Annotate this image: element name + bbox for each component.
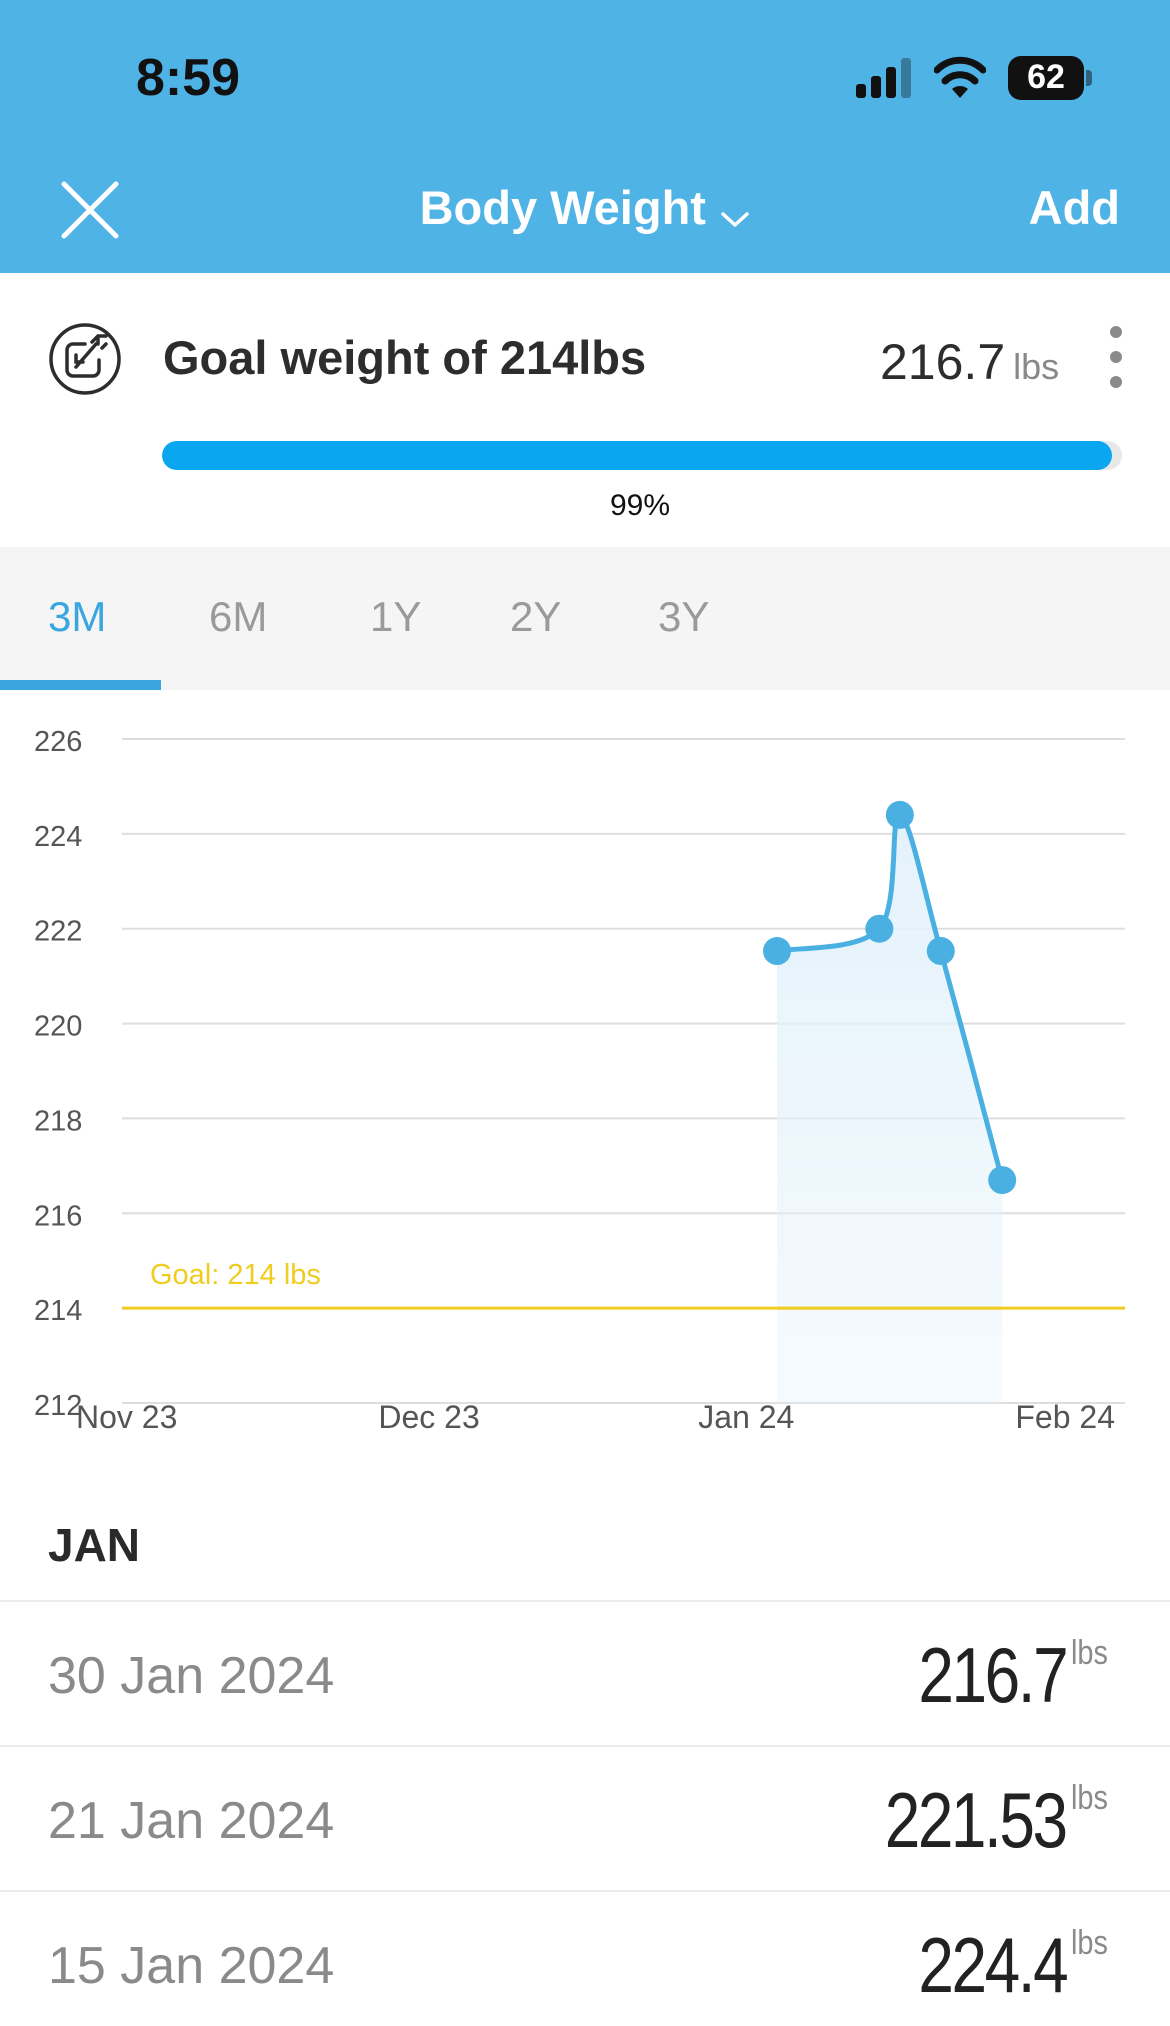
y-tick-label: 224 <box>34 821 82 853</box>
close-icon[interactable] <box>58 178 122 242</box>
battery-icon: 62 <box>1008 56 1092 100</box>
entry-date: 21 Jan 2024 <box>48 1792 335 1850</box>
y-tick-label: 216 <box>34 1200 82 1232</box>
data-point <box>926 937 955 966</box>
entry-date: 30 Jan 2024 <box>48 1647 335 1705</box>
month-header: JAN <box>48 1519 141 1571</box>
title-dropdown[interactable]: Body Weight <box>0 180 1170 235</box>
x-tick-label: Nov 23 <box>76 1399 177 1435</box>
entry-value: 221.53 <box>885 1776 1068 1864</box>
data-point <box>763 937 792 966</box>
header: 8:59 62 Body Weight Add <box>0 0 1170 273</box>
entry-date: 15 Jan 2024 <box>48 1937 335 1995</box>
status-time: 8:59 <box>136 49 241 107</box>
weight-entry-row[interactable]: 15 Jan 2024 224.4 lbs <box>0 1890 1170 2026</box>
x-tick-label: Feb 24 <box>1015 1399 1115 1435</box>
x-tick-label: Jan 24 <box>698 1399 794 1435</box>
active-tab-indicator <box>0 680 161 690</box>
tab-2y[interactable]: 2Y <box>510 593 562 640</box>
tab-1y[interactable]: 1Y <box>370 593 422 640</box>
y-tick-label: 212 <box>34 1390 82 1422</box>
weight-entry-row[interactable]: 21 Jan 2024 221.53 lbs <box>0 1745 1170 1890</box>
cellular-signal-icon <box>856 58 911 98</box>
x-tick-label: Dec 23 <box>378 1399 479 1435</box>
weight-entry-row[interactable]: 30 Jan 2024 216.7 lbs <box>0 1600 1170 1745</box>
entry-value: 216.7 <box>918 1631 1068 1719</box>
data-point <box>988 1166 1017 1195</box>
tab-3m[interactable]: 3M <box>48 593 107 640</box>
chevron-down-icon <box>721 212 750 227</box>
y-tick-label: 218 <box>34 1105 82 1137</box>
tab-6m[interactable]: 6M <box>209 593 268 640</box>
entry-unit: lbs <box>1070 1634 1108 1672</box>
y-tick-label: 220 <box>34 1011 82 1043</box>
y-tick-label: 214 <box>34 1295 82 1327</box>
entry-unit: lbs <box>1070 1924 1108 1962</box>
y-tick-label: 226 <box>34 726 82 758</box>
goal-title: Goal weight of 214lbs <box>163 331 647 384</box>
wifi-icon <box>934 56 986 98</box>
entry-value: 224.4 <box>918 1921 1068 2009</box>
goal-progress-label: 99% <box>609 489 671 522</box>
battery-level: 62 <box>1027 58 1065 96</box>
goal-target-icon <box>49 323 121 395</box>
current-weight-unit: lbs <box>1013 346 1060 387</box>
current-weight-value: 216.7 <box>880 334 1006 390</box>
range-tabs: 3M 6M 1Y 2Y 3Y <box>0 547 1170 690</box>
add-button[interactable]: Add <box>1028 181 1120 234</box>
tab-3y[interactable]: 3Y <box>658 593 710 640</box>
data-point <box>885 800 914 829</box>
goal-progress-bar <box>162 441 1122 470</box>
more-options-icon[interactable] <box>1104 326 1128 388</box>
y-tick-label: 222 <box>34 916 82 948</box>
current-weight: 216.7 lbs <box>880 333 1059 391</box>
goal-label: Goal: 214 lbs <box>150 1259 321 1291</box>
entry-unit: lbs <box>1070 1779 1108 1817</box>
series-area <box>777 814 1003 1403</box>
page-title: Body Weight <box>419 181 706 234</box>
data-point <box>865 914 894 943</box>
goal-progress-fill <box>162 441 1113 470</box>
